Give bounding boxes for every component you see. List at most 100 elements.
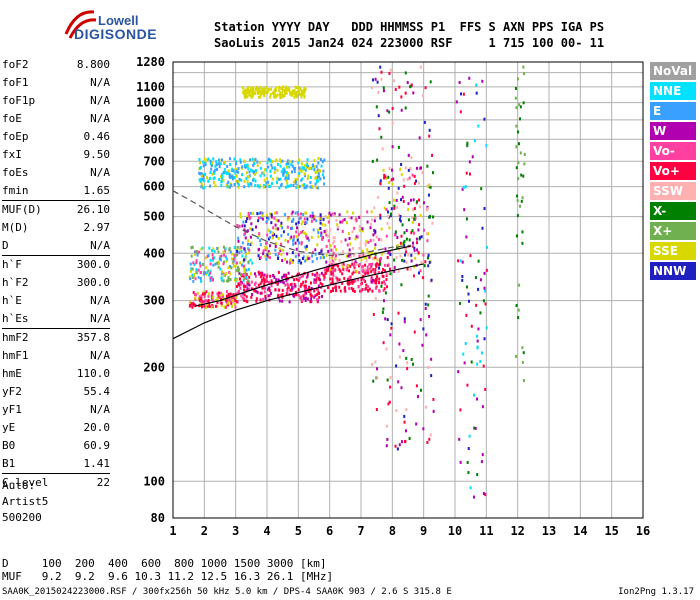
echo-point [404,91,407,95]
echo-point [198,298,201,302]
echo-point [225,303,228,307]
echo-point [280,224,283,228]
echo-point [327,249,330,253]
echo-point [294,284,297,288]
echo-point [316,257,319,261]
echo-point [290,163,293,167]
profile-curve-dashed [172,190,412,257]
echo-point [202,270,205,274]
echo-point [339,220,342,224]
param-label: h`F2 [2,276,29,289]
echo-point [287,283,290,287]
echo-point [346,210,349,214]
echo-point [240,282,243,286]
echo-point [200,305,203,309]
echo-point [468,76,471,80]
echo-point [318,295,321,299]
echo-point [465,217,468,221]
echo-point [241,224,244,228]
echo-point [393,269,396,273]
echo-point [485,245,488,249]
echo-point [293,95,296,99]
param-row: yE 20.0 [2,419,110,437]
legend-item: SSE [650,242,696,260]
param-row: foEs N/A [2,164,110,182]
echo-point [413,181,416,185]
echo-point [313,217,316,221]
echo-point [432,409,435,413]
echo-point [366,251,369,255]
echo-point [359,289,362,293]
echo-point [305,185,308,189]
echo-point [274,244,277,248]
echo-point [333,256,336,260]
echo-point [256,212,259,216]
echo-point [404,106,407,110]
param-label: fxI [2,148,22,161]
echo-point [276,227,279,231]
echo-point [191,267,194,271]
echo-point [302,274,305,278]
echo-point [313,159,316,163]
echo-point [263,286,266,290]
echo-point [348,254,351,258]
echo-point [211,161,214,165]
echo-point [188,302,191,306]
echo-point [354,279,357,283]
echo-point [521,230,524,234]
param-row: hmE 110.0 [2,365,110,383]
echo-point [238,271,241,275]
echo-point [190,267,193,271]
echo-point [289,288,292,292]
echo-point [314,281,317,285]
echo-point [289,258,292,262]
echo-point [329,244,332,248]
logo-line2: DIGISONDE [74,26,158,42]
echo-point [245,90,248,94]
echo-point [250,89,253,93]
echo-point [338,258,341,262]
echo-point [317,284,320,288]
echo-point [366,248,369,252]
echo-point [254,179,257,183]
echo-point [317,276,320,280]
x-tick-label: 12 [510,524,524,538]
echo-point [286,218,289,222]
echo-point [368,287,371,291]
echo-point [348,279,351,283]
echo-point [227,276,230,280]
echo-point [233,253,236,257]
echo-point [382,274,385,278]
echo-point [220,180,223,184]
echo-point [353,289,356,293]
echo-point [422,427,425,431]
echo-point [249,182,252,186]
echo-point [244,165,247,169]
echo-point [364,271,367,275]
echo-point [475,91,478,95]
echo-point [325,228,328,232]
echo-point [234,276,237,280]
echo-point [249,89,252,93]
echo-point [386,109,389,113]
echo-point [276,282,279,286]
echo-point [325,244,328,248]
echo-point [239,280,242,284]
echo-point [313,289,316,293]
echo-point [240,166,243,170]
echo-point [219,267,222,271]
echo-point [417,181,420,185]
echo-point [298,171,301,175]
echo-point [330,270,333,274]
echo-point [275,95,278,99]
param-row: D N/A [2,237,110,255]
echo-point [310,167,313,171]
echo-point [211,258,214,262]
echo-point [300,162,303,166]
echo-point [315,165,318,169]
echo-point [420,261,423,265]
echo-point [212,295,215,299]
echo-point [299,87,302,91]
echo-point [254,272,257,276]
echo-point [330,272,333,276]
